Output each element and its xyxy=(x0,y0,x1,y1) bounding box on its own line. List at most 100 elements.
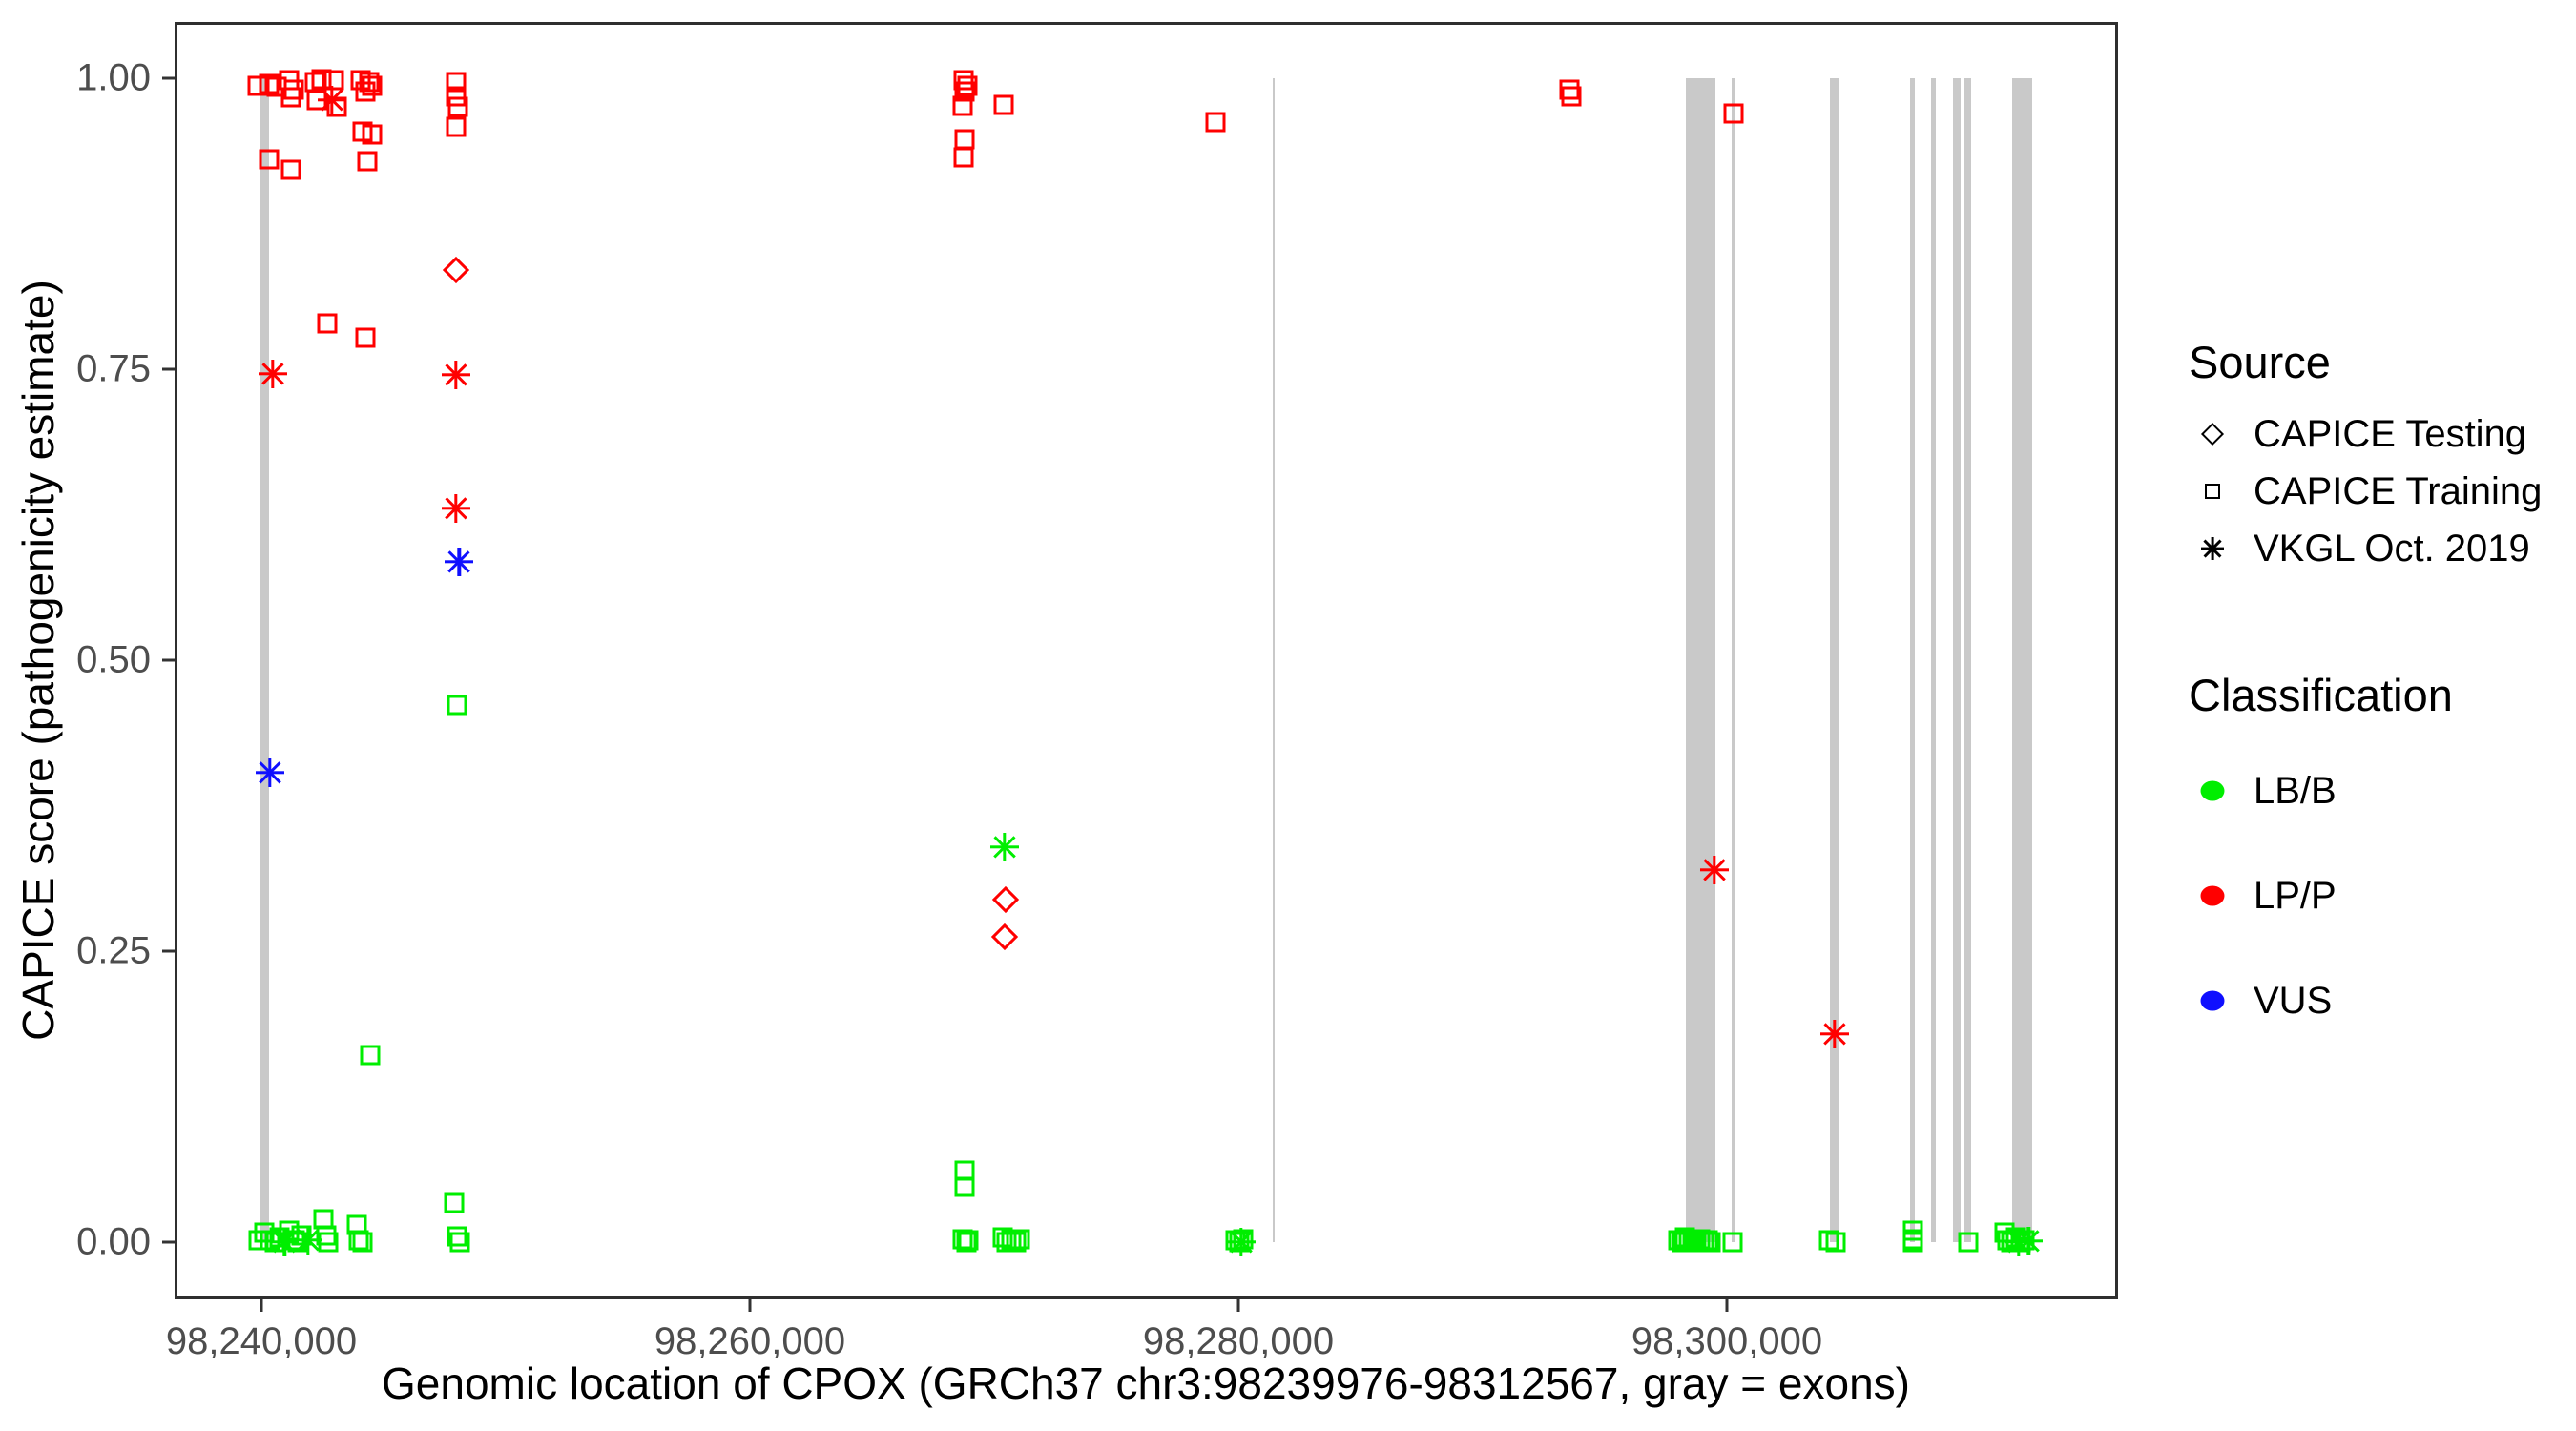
data-point xyxy=(360,1045,381,1066)
data-point xyxy=(954,81,975,102)
data-point xyxy=(362,124,383,145)
data-point xyxy=(1700,1232,1721,1253)
data-point xyxy=(993,94,1014,115)
data-point xyxy=(359,72,380,93)
legend-item-label: VUS xyxy=(2254,979,2333,1022)
x-axis-tick-label: 98,300,000 xyxy=(1631,1320,1823,1362)
y-axis-tick xyxy=(162,949,175,953)
data-point xyxy=(446,116,467,137)
legend-item-vus: VUS xyxy=(2185,948,2566,1053)
x-axis-tick-label: 98,280,000 xyxy=(1142,1320,1335,1362)
x-axis-tick-label: 98,260,000 xyxy=(654,1320,846,1362)
x-axis-tick xyxy=(1236,1299,1240,1312)
data-point xyxy=(247,75,268,96)
y-axis-tick-label: 0.50 xyxy=(76,638,151,681)
data-point xyxy=(1006,1232,1027,1253)
data-point xyxy=(1697,1230,1717,1251)
x-axis-tick-label: 98,240,000 xyxy=(165,1320,358,1362)
data-point xyxy=(957,75,978,96)
data-point xyxy=(1233,1229,1254,1250)
exon-bar xyxy=(1731,77,1735,1243)
legend-item-lpp: LP/P xyxy=(2185,843,2566,948)
asterisk-icon xyxy=(2201,537,2224,560)
data-point xyxy=(348,1230,369,1251)
x-axis-tick xyxy=(260,1299,263,1312)
data-point xyxy=(446,72,467,93)
data-point xyxy=(445,548,474,577)
exon-bar xyxy=(260,77,270,1243)
data-point xyxy=(317,85,346,114)
data-point xyxy=(449,1232,470,1253)
exon-bar xyxy=(1909,77,1916,1243)
data-point xyxy=(362,75,383,96)
data-point xyxy=(1818,1230,1839,1251)
legend-item-label: VKGL Oct. 2019 xyxy=(2254,527,2530,570)
data-point xyxy=(1699,855,1729,884)
data-point xyxy=(447,96,468,117)
x-axis-title: Genomic location of CPOX (GRCh37 chr3:98… xyxy=(382,1358,1910,1408)
data-point xyxy=(958,1230,979,1251)
data-point xyxy=(270,1228,300,1257)
data-point xyxy=(352,1232,373,1253)
y-axis-tick-label: 1.00 xyxy=(76,56,151,99)
y-axis-tick-label: 0.75 xyxy=(76,347,151,390)
data-point xyxy=(956,1232,977,1253)
data-point xyxy=(255,758,284,788)
data-point xyxy=(311,69,332,90)
exon-bar xyxy=(1685,77,1715,1243)
legend-item-capice-testing: CAPICE Testing xyxy=(2185,405,2566,463)
data-point xyxy=(318,1232,339,1253)
square-icon xyxy=(2205,484,2220,499)
data-point xyxy=(260,1230,280,1251)
data-point xyxy=(447,695,467,716)
x-axis-tick xyxy=(1725,1299,1729,1312)
exon-bar xyxy=(1953,77,1961,1243)
data-point xyxy=(259,359,288,388)
lpp-color-dot-icon xyxy=(2200,885,2225,906)
data-point xyxy=(259,149,280,170)
exon-bar xyxy=(2011,77,2032,1243)
diamond-icon xyxy=(2200,422,2225,446)
data-point xyxy=(953,70,974,91)
data-point xyxy=(293,1225,322,1255)
exon-bar xyxy=(1273,77,1276,1243)
legend: Source CAPICE Testing CAPICE Training xyxy=(2185,336,2566,1053)
exon-bar xyxy=(1931,77,1937,1243)
x-axis-tick xyxy=(748,1299,752,1312)
lbb-color-dot-icon xyxy=(2200,780,2225,801)
legend-item-lbb: LB/B xyxy=(2185,738,2566,843)
legend-item-capice-training: CAPICE Training xyxy=(2185,463,2566,520)
y-axis-tick xyxy=(162,1240,175,1244)
legend-classification-title: Classification xyxy=(2189,670,2453,720)
data-point xyxy=(1819,1019,1849,1048)
data-point xyxy=(1559,79,1580,100)
data-point xyxy=(1723,103,1744,124)
y-axis-tick-label: 0.00 xyxy=(76,1220,151,1263)
data-point xyxy=(280,159,301,180)
data-point xyxy=(446,86,467,107)
data-point xyxy=(444,1192,465,1213)
legend-item-label: CAPICE Training xyxy=(2254,469,2543,512)
data-point xyxy=(1825,1232,1846,1253)
data-point xyxy=(316,1225,337,1246)
data-point xyxy=(2014,1226,2044,1255)
y-axis-tick xyxy=(162,658,175,662)
data-point xyxy=(283,79,304,100)
data-point xyxy=(1205,112,1226,133)
data-point xyxy=(1902,1232,1923,1253)
data-point xyxy=(990,833,1019,862)
y-axis-tick-label: 0.25 xyxy=(76,929,151,972)
plot-panel xyxy=(175,22,2118,1299)
data-point xyxy=(953,147,974,168)
vus-color-dot-icon xyxy=(2200,990,2225,1011)
legend-item-vkgl: VKGL Oct. 2019 xyxy=(2185,520,2566,577)
data-point xyxy=(1226,1228,1256,1257)
data-point xyxy=(1722,1232,1743,1253)
data-point xyxy=(952,95,973,116)
exon-bar xyxy=(1964,77,1971,1243)
legend-source-title: Source xyxy=(2189,337,2331,387)
